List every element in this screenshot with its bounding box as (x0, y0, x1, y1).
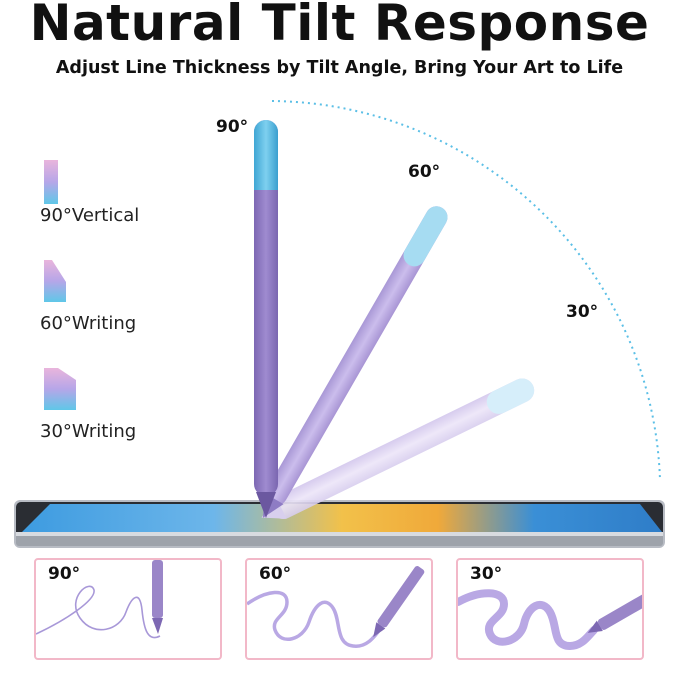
panel-90-label: 90° (48, 564, 81, 584)
stroke-30-illustration (458, 586, 642, 651)
stroke-panel-60: 60° (245, 558, 433, 660)
pen-90-degree (254, 120, 278, 518)
legend-90-icon (44, 160, 58, 204)
panel-30-label: 30° (470, 564, 503, 584)
page-subtitle: Adjust Line Thickness by Tilt Angle, Bri… (55, 58, 624, 78)
legend-90-label: 90°Vertical (40, 205, 140, 226)
angle-30-label: 30° (566, 302, 599, 322)
angle-90-label: 90° (216, 117, 249, 137)
panel-60-label: 60° (259, 564, 292, 584)
stroke-60-illustration (247, 566, 425, 648)
legend-30-label: 30°Writing (40, 421, 137, 442)
angle-60-label: 60° (408, 162, 441, 182)
legend-30-icon (44, 368, 76, 410)
legend-60-icon (44, 260, 66, 302)
legend-60-label: 60°Writing (40, 313, 137, 334)
stroke-panel-30: 30° (456, 558, 644, 660)
stroke-90-illustration (36, 560, 163, 639)
stroke-panel-90: 90° (34, 558, 222, 660)
tablet (14, 500, 665, 548)
page-title: Natural Tilt Response (29, 0, 650, 52)
